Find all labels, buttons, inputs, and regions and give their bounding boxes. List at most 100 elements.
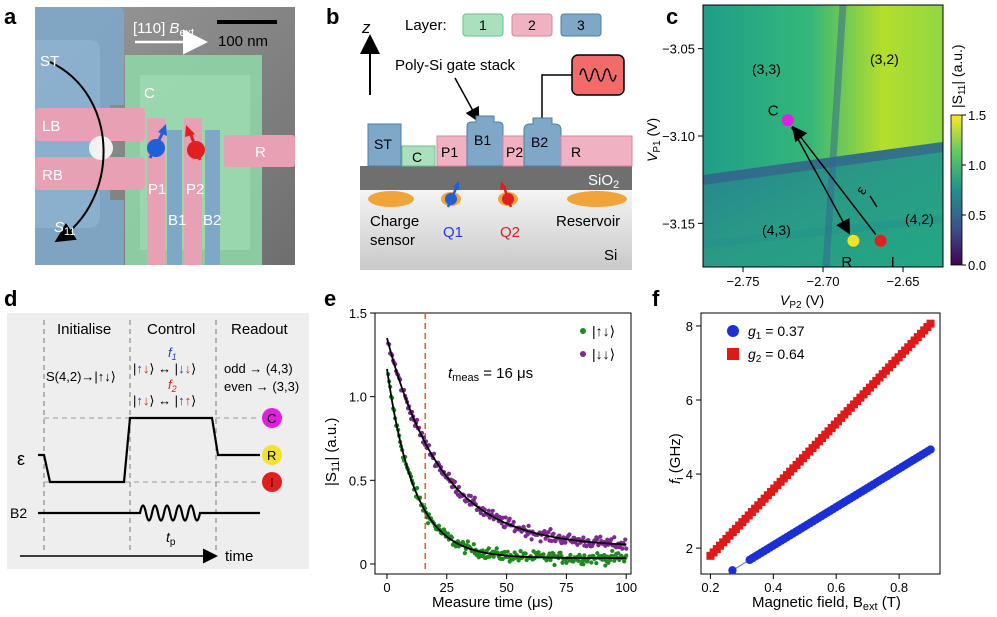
layer-3-swatch	[560, 13, 602, 37]
decay-ylabel: |S11| (a.u.)	[323, 418, 342, 486]
decay-ytick-label: 1.0	[349, 390, 367, 405]
decay-point-up-down	[560, 560, 565, 565]
xs-gate-r	[560, 135, 633, 167]
freq-ytick-label: 4	[686, 467, 693, 482]
decay-point-up-down	[594, 560, 599, 566]
decay-point-down-down	[584, 543, 589, 549]
sensor-dot	[89, 136, 113, 160]
freq-xtick-label: 0.4	[764, 580, 782, 595]
decay-point-down-down	[486, 508, 491, 513]
field-label: [110] Bext	[133, 20, 194, 39]
decay-point-up-down	[414, 486, 420, 491]
decay-point-down-down	[620, 546, 625, 551]
decay-point-up-down	[425, 521, 431, 526]
panel-label-b: b	[326, 4, 339, 29]
decay-point-down-down	[452, 479, 457, 484]
sio2-label: SiO2	[588, 172, 619, 191]
decay-axes: 0 25 50 75 100 0 0.5 1.0 1.5	[349, 306, 637, 595]
heatmap-xlabel: VP2 (V)	[780, 292, 824, 311]
colorbar-label: |S11| (a.u.)	[949, 44, 968, 108]
decay-point-down-down	[538, 539, 543, 544]
decay-point-up-down	[518, 549, 523, 554]
q2-label: Q2	[500, 224, 520, 241]
f1-transition: |↑↓⟩ ↔ |↓↓⟩	[133, 361, 196, 376]
reservoir-puddle	[567, 191, 627, 207]
tmeas-label: tmeas = 16 μs	[448, 365, 533, 384]
arrow-c-to-r	[790, 126, 851, 235]
decay-point-down-down	[563, 540, 568, 545]
heatmap-ylabel: VP1 (V)	[644, 118, 663, 162]
xs-gate-c	[401, 145, 436, 167]
gate-b2	[205, 130, 220, 265]
xs-gate-b1	[466, 115, 504, 167]
panel-b-schematic: z Layer: 1 2 3 Poly-Si gate stack SiO2 S…	[360, 13, 633, 270]
region-label-3-2: (3,2)	[870, 51, 899, 67]
decay-point-down-down	[575, 542, 580, 547]
gate-b1	[167, 130, 182, 265]
freq-xtick-label: 0.2	[701, 580, 719, 595]
panel-label-c: c	[666, 4, 678, 29]
decay-point-down-down	[471, 498, 476, 504]
region-label-4-3: (4,3)	[762, 222, 791, 238]
z-axis-label: z	[361, 18, 371, 37]
decay-point-down-down	[446, 471, 452, 476]
freq-ytick-label: 8	[686, 319, 693, 334]
freq-ylabel: fi (GHz)	[667, 433, 686, 484]
colorbar	[950, 114, 963, 266]
heatmap-ytick-label: −3.15	[662, 216, 695, 231]
label-p2: P2	[186, 181, 204, 198]
q1-label: Q1	[443, 224, 463, 241]
freq-ytick-label: 6	[686, 393, 693, 408]
heatmap-ytick-label: −3.10	[662, 129, 695, 144]
decay-point-up-down	[564, 560, 569, 565]
gate-r	[224, 135, 295, 167]
pulse-background	[7, 313, 309, 569]
decay-point-up-down	[616, 551, 621, 556]
panel-d-pulse: Initialise Control Readout S(4,2)→|↑↓⟩ f…	[7, 313, 309, 569]
s11-arrow	[49, 61, 105, 243]
decay-point-down-down	[526, 523, 531, 529]
microwave-line	[541, 74, 572, 124]
decay-point-down-down	[503, 515, 508, 520]
decay-xlabel: Measure time (μs)	[432, 594, 553, 611]
decay-point-up-down	[595, 551, 600, 556]
spin-down-icon	[185, 125, 205, 161]
decay-point-up-down	[505, 549, 510, 554]
decay-point-down-down	[511, 519, 516, 525]
marker-i	[262, 472, 282, 492]
decay-point-down-down	[612, 535, 617, 540]
reservoir-label: Reservoir	[556, 213, 620, 230]
tp-label: tp	[166, 529, 176, 548]
decay-point-down-down	[525, 532, 530, 537]
marker-r	[262, 445, 282, 465]
legend-g2-label: g2 = 0.64	[748, 346, 805, 365]
panel-a-sem: [110] Bext 100 nm ST C LB RB S11 P1 P2 B…	[35, 7, 295, 265]
legend-g2-marker	[727, 348, 739, 360]
spin-up-icon	[147, 124, 167, 159]
point-i	[874, 234, 887, 247]
xs-gate-r-label: R	[571, 144, 581, 160]
decay-point-down-down	[623, 537, 628, 542]
decay-point-up-down	[622, 559, 627, 564]
decay-point-down-down	[456, 484, 461, 490]
charge-sensor-label-2: sensor	[370, 232, 415, 249]
decay-point-down-down	[546, 530, 551, 535]
init-text: S(4,2)→|↑↓⟩	[46, 369, 116, 384]
freq-xtick-label: 0.8	[890, 580, 908, 595]
label-st: ST	[40, 53, 59, 70]
phase-initialise: Initialise	[57, 321, 111, 338]
layer-2-swatch	[511, 13, 553, 37]
colorbar-tick-label: 1.0	[968, 158, 986, 173]
layer-title: Layer:	[405, 17, 447, 34]
decay-point-up-down	[610, 548, 615, 554]
phase-control: Control	[147, 321, 195, 338]
layer-2-label: 2	[528, 17, 536, 33]
heatmap-transition-line	[703, 142, 943, 185]
f1-label: f1	[168, 345, 177, 362]
decay-point-down-down	[595, 537, 600, 542]
heatmap-region-3-3	[703, 5, 943, 175]
xs-gate-b2-label: B2	[531, 134, 548, 150]
charge-sensor-label-1: Charge	[370, 213, 419, 230]
colorbar-tick-label: 1.5	[968, 108, 986, 123]
decay-point-up-down	[462, 551, 467, 556]
